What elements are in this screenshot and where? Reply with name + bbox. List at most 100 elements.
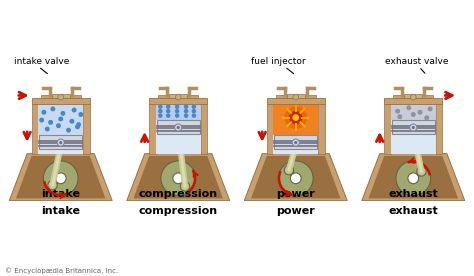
Text: power: power [276, 189, 315, 200]
Circle shape [39, 118, 44, 123]
Circle shape [284, 165, 293, 175]
Circle shape [412, 126, 415, 129]
Polygon shape [9, 154, 112, 201]
Bar [436, 104, 442, 154]
Polygon shape [362, 154, 465, 201]
Bar [169, 94, 187, 98]
Circle shape [291, 173, 301, 184]
Bar [32, 98, 90, 104]
Text: exhaust: exhaust [388, 189, 438, 200]
Circle shape [396, 161, 431, 196]
Circle shape [406, 105, 411, 110]
Bar [32, 104, 38, 154]
Circle shape [418, 110, 422, 115]
Circle shape [76, 122, 81, 127]
Circle shape [411, 112, 416, 117]
Bar [393, 95, 404, 98]
Bar [201, 104, 207, 154]
Circle shape [428, 107, 433, 111]
Bar [156, 104, 201, 120]
Polygon shape [127, 154, 230, 201]
Circle shape [56, 123, 61, 128]
Bar [267, 98, 325, 104]
Circle shape [177, 126, 180, 129]
Bar [149, 104, 156, 154]
Bar [70, 95, 81, 98]
Circle shape [417, 167, 426, 176]
Circle shape [284, 106, 307, 129]
Bar [384, 98, 442, 104]
Circle shape [59, 141, 62, 144]
Circle shape [424, 115, 429, 120]
Circle shape [175, 94, 181, 100]
Text: © Encyclopædia Britannica, Inc.: © Encyclopædia Britannica, Inc. [5, 267, 118, 274]
Bar [305, 95, 316, 98]
Bar [273, 104, 318, 135]
Bar [149, 98, 207, 104]
Circle shape [173, 173, 183, 184]
Circle shape [58, 116, 63, 121]
Bar [187, 95, 199, 98]
Circle shape [181, 182, 190, 191]
Circle shape [184, 109, 188, 113]
Circle shape [48, 181, 57, 190]
Circle shape [191, 113, 196, 118]
Text: compression: compression [139, 206, 218, 216]
Circle shape [55, 173, 66, 184]
Bar [38, 104, 83, 154]
Circle shape [43, 161, 78, 196]
Circle shape [175, 113, 179, 118]
Circle shape [158, 104, 163, 109]
Circle shape [175, 109, 179, 113]
Circle shape [293, 94, 299, 100]
Circle shape [294, 141, 297, 144]
Bar [157, 120, 200, 134]
Bar [391, 104, 436, 154]
Text: intake: intake [41, 206, 80, 216]
Circle shape [395, 109, 400, 114]
Bar [274, 135, 317, 149]
Circle shape [45, 127, 50, 131]
Text: exhaust: exhaust [388, 206, 438, 216]
Circle shape [72, 108, 77, 113]
Bar [41, 95, 52, 98]
Circle shape [50, 107, 55, 111]
Polygon shape [16, 156, 106, 198]
Circle shape [292, 114, 299, 121]
Polygon shape [134, 156, 223, 198]
Circle shape [410, 124, 417, 131]
Circle shape [292, 139, 300, 146]
Bar [391, 104, 436, 120]
Circle shape [158, 109, 163, 113]
Circle shape [408, 173, 419, 184]
Bar [287, 94, 305, 98]
Circle shape [161, 161, 196, 196]
Circle shape [41, 110, 46, 115]
Bar [422, 95, 433, 98]
Text: fuel injector: fuel injector [251, 57, 306, 66]
Circle shape [166, 113, 170, 118]
Circle shape [278, 161, 313, 196]
Bar [158, 95, 169, 98]
Circle shape [397, 114, 402, 119]
Circle shape [166, 109, 170, 113]
Circle shape [57, 139, 64, 146]
Bar [52, 94, 70, 98]
Circle shape [184, 104, 188, 109]
Polygon shape [244, 154, 347, 201]
Bar [38, 104, 83, 135]
Circle shape [78, 112, 83, 117]
Bar [267, 104, 273, 154]
Circle shape [75, 124, 80, 129]
Circle shape [175, 104, 179, 109]
Text: power: power [276, 206, 315, 216]
Bar [156, 104, 201, 154]
Circle shape [58, 94, 64, 100]
Circle shape [48, 120, 53, 125]
Bar [273, 104, 318, 154]
Circle shape [410, 94, 416, 100]
Circle shape [69, 119, 74, 124]
Circle shape [66, 128, 71, 133]
Polygon shape [251, 156, 340, 198]
Circle shape [184, 113, 188, 118]
